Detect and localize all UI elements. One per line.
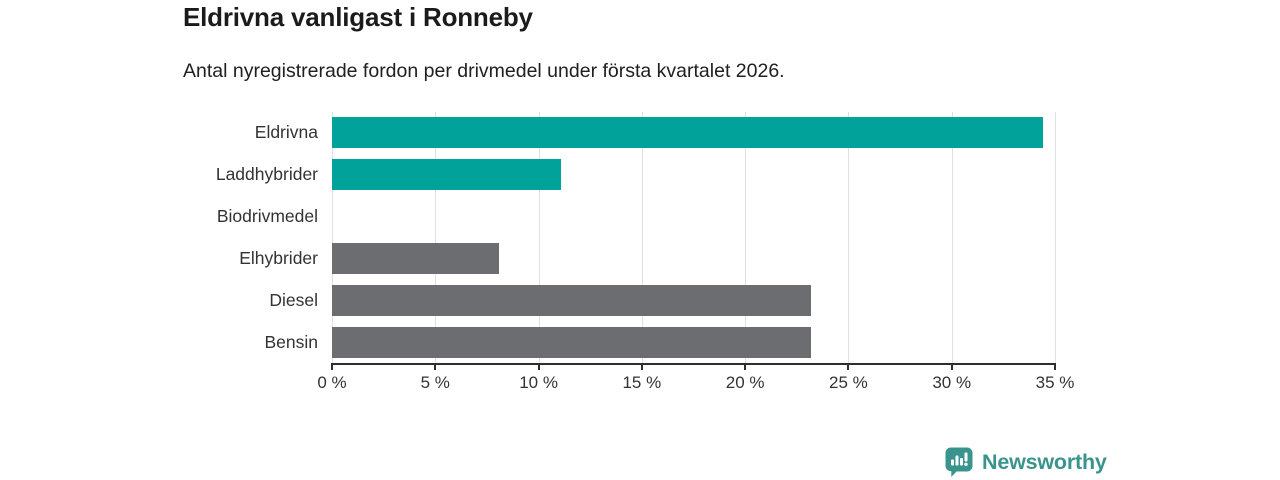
gridline (641, 112, 643, 363)
x-axis-tick (847, 365, 850, 370)
x-tick-label: 30 % (932, 373, 972, 392)
x-axis-tick (950, 365, 953, 370)
category-label-diesel: Diesel (269, 289, 318, 310)
gridline (435, 112, 437, 363)
chart-title: Eldrivna vanligast i Ronneby (183, 2, 533, 32)
x-tick-label: 10 % (519, 373, 558, 392)
gridline (332, 112, 333, 363)
gridline (745, 112, 747, 363)
chart-subtitle: Antal nyregistrerade fordon per drivmede… (183, 60, 785, 82)
x-tick-label: 25 % (829, 373, 868, 392)
x-tick-label: 35 % (1035, 373, 1075, 392)
x-axis-tick (1054, 365, 1056, 370)
bar-rows (332, 112, 1055, 363)
bar-diesel (332, 284, 812, 316)
x-tick-label: 5 % (420, 373, 450, 392)
bar-laddhybrider (332, 159, 562, 191)
bar-row (332, 279, 1055, 321)
newsworthy-logo-text: Newsworthy (982, 449, 1107, 474)
gridline (1055, 112, 1056, 363)
x-axis-tick (537, 365, 540, 370)
x-axis-tick (640, 365, 643, 370)
x-tick-label: 0 % (317, 373, 347, 392)
category-label-laddhybrider: Laddhybrider (215, 164, 318, 185)
bar-elhybrider (332, 242, 500, 274)
category-label-elhybrider: Elhybrider (239, 247, 318, 268)
gridline (951, 112, 953, 363)
x-tick-label: 20 % (725, 373, 765, 392)
category-axis-labels: Eldrivna Laddhybrider Biodrivmedel Elhybrid… (0, 112, 318, 363)
bar-bensin (332, 326, 812, 358)
bar-row (332, 154, 1055, 196)
bar-chart-plot-area: 0 % 5 % 10 % 15 % 20 % 25 % 30 % 35 % (317, 112, 1074, 392)
x-tick-label: 15 % (622, 373, 662, 392)
bar-row (332, 112, 1055, 154)
category-label-bensin: Bensin (264, 331, 318, 352)
x-axis-tick (744, 365, 747, 370)
newsworthy-logo: Newsworthy (944, 446, 1107, 478)
gridline (848, 112, 850, 363)
bar-eldrivna (332, 117, 1043, 149)
x-axis-tick (331, 365, 333, 370)
newsworthy-logo-icon (945, 447, 973, 477)
bar-row (332, 321, 1055, 363)
bar-row (332, 237, 1055, 279)
x-axis-tick (434, 365, 437, 370)
bar-row (332, 196, 1055, 238)
category-label-biodrivmedel: Biodrivmedel (216, 206, 318, 227)
gridline (538, 112, 540, 363)
x-axis-line (331, 363, 1056, 365)
category-label-eldrivna: Eldrivna (254, 122, 318, 143)
